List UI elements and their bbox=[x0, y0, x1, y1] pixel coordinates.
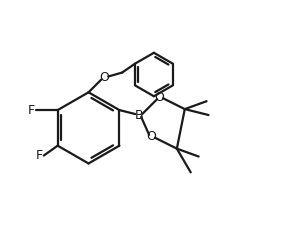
Text: O: O bbox=[146, 130, 156, 143]
Text: F: F bbox=[28, 104, 35, 117]
Text: O: O bbox=[99, 71, 109, 84]
Text: F: F bbox=[36, 149, 43, 162]
Text: B: B bbox=[135, 109, 143, 122]
Text: O: O bbox=[154, 91, 164, 104]
